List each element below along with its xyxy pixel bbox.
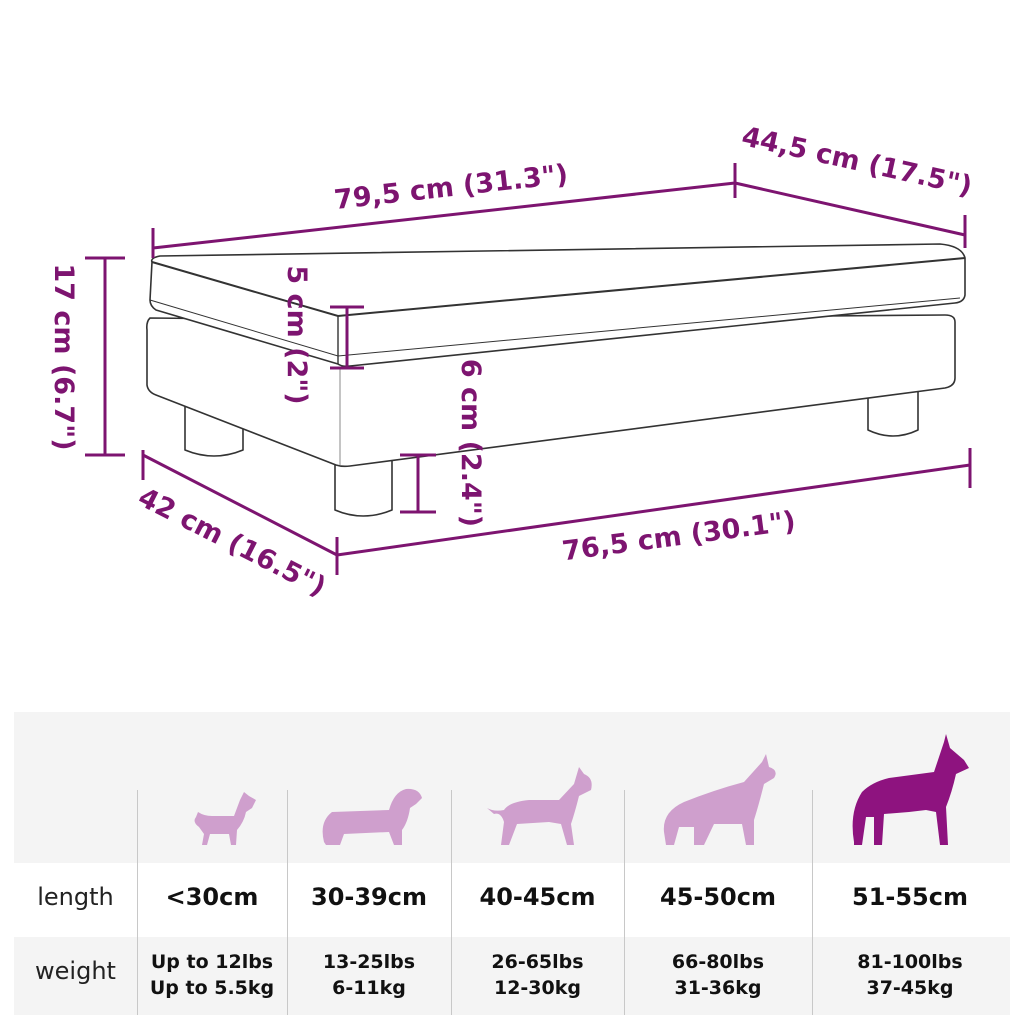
column-divider — [287, 790, 288, 1015]
cushion-height-label: 5 cm (2") — [281, 265, 312, 404]
length-row-label: length — [37, 883, 114, 911]
weight-cell: 13-25lbs 6-11kg — [287, 949, 451, 1001]
great-dane-icon — [852, 734, 969, 845]
length-cell: 45-50cm — [660, 883, 776, 911]
shepherd-icon — [663, 754, 776, 845]
total-height-label: 17 cm (6.7") — [48, 263, 79, 450]
weight-row-label: weight — [35, 957, 116, 985]
weight-cell: 81-100lbs 37-45kg — [812, 949, 1008, 1001]
weight-row: weight Up to 12lbs Up to 5.5kg 13-25lbs 6-… — [14, 937, 1010, 1015]
column-divider — [624, 790, 625, 1015]
weight-lbs: 81-100lbs — [857, 951, 963, 973]
weight-cell: 26-65lbs 12-30kg — [451, 949, 624, 1001]
weight-lbs: Up to 12lbs — [150, 951, 274, 973]
weight-cell: 66-80lbs 31-36kg — [624, 949, 812, 1001]
column-divider — [451, 790, 452, 1015]
weight-kg: 31-36kg — [674, 977, 762, 999]
top-depth-label: 44,5 cm (17.5") — [739, 121, 975, 202]
length-cell: <30cm — [165, 883, 259, 911]
dachshund-icon — [322, 788, 422, 845]
weight-lbs: 26-65lbs — [491, 951, 584, 973]
length-row: length <30cm 30-39cm 40-45cm 45-50cm 51-… — [14, 863, 1010, 937]
cushion — [149, 243, 966, 368]
product-dimension-drawing: 79,5 cm (31.3") 44,5 cm (17.5") 17 cm (6… — [48, 121, 975, 603]
weight-lbs: 66-80lbs — [671, 951, 765, 973]
weight-cell: Up to 12lbs Up to 5.5kg — [137, 949, 287, 1001]
weight-kg: 6-11kg — [332, 977, 406, 999]
column-divider — [137, 790, 138, 1015]
weight-kg: 37-45kg — [866, 977, 954, 999]
bottom-length-label: 76,5 cm (30.1") — [560, 506, 797, 567]
dog-size-table: length <30cm 30-39cm 40-45cm 45-50cm 51-… — [14, 712, 1010, 1015]
weight-kg: 12-30kg — [493, 977, 581, 999]
weight-lbs: 13-25lbs — [322, 951, 416, 973]
dog-icon-row — [14, 712, 1010, 863]
bull-terrier-icon — [487, 767, 592, 845]
column-divider — [812, 790, 813, 1015]
length-cell: 30-39cm — [311, 883, 427, 911]
ottoman-outline — [146, 243, 966, 517]
length-cell: 51-55cm — [852, 883, 968, 911]
front-leg — [334, 459, 393, 517]
dimension-lines — [85, 163, 972, 575]
chihuahua-icon — [194, 792, 256, 845]
leg-height-label: 6 cm (2.4") — [455, 359, 486, 527]
weight-kg: Up to 5.5kg — [149, 977, 275, 999]
length-cell: 40-45cm — [479, 883, 596, 911]
top-length-label: 79,5 cm (31.3") — [333, 159, 570, 216]
